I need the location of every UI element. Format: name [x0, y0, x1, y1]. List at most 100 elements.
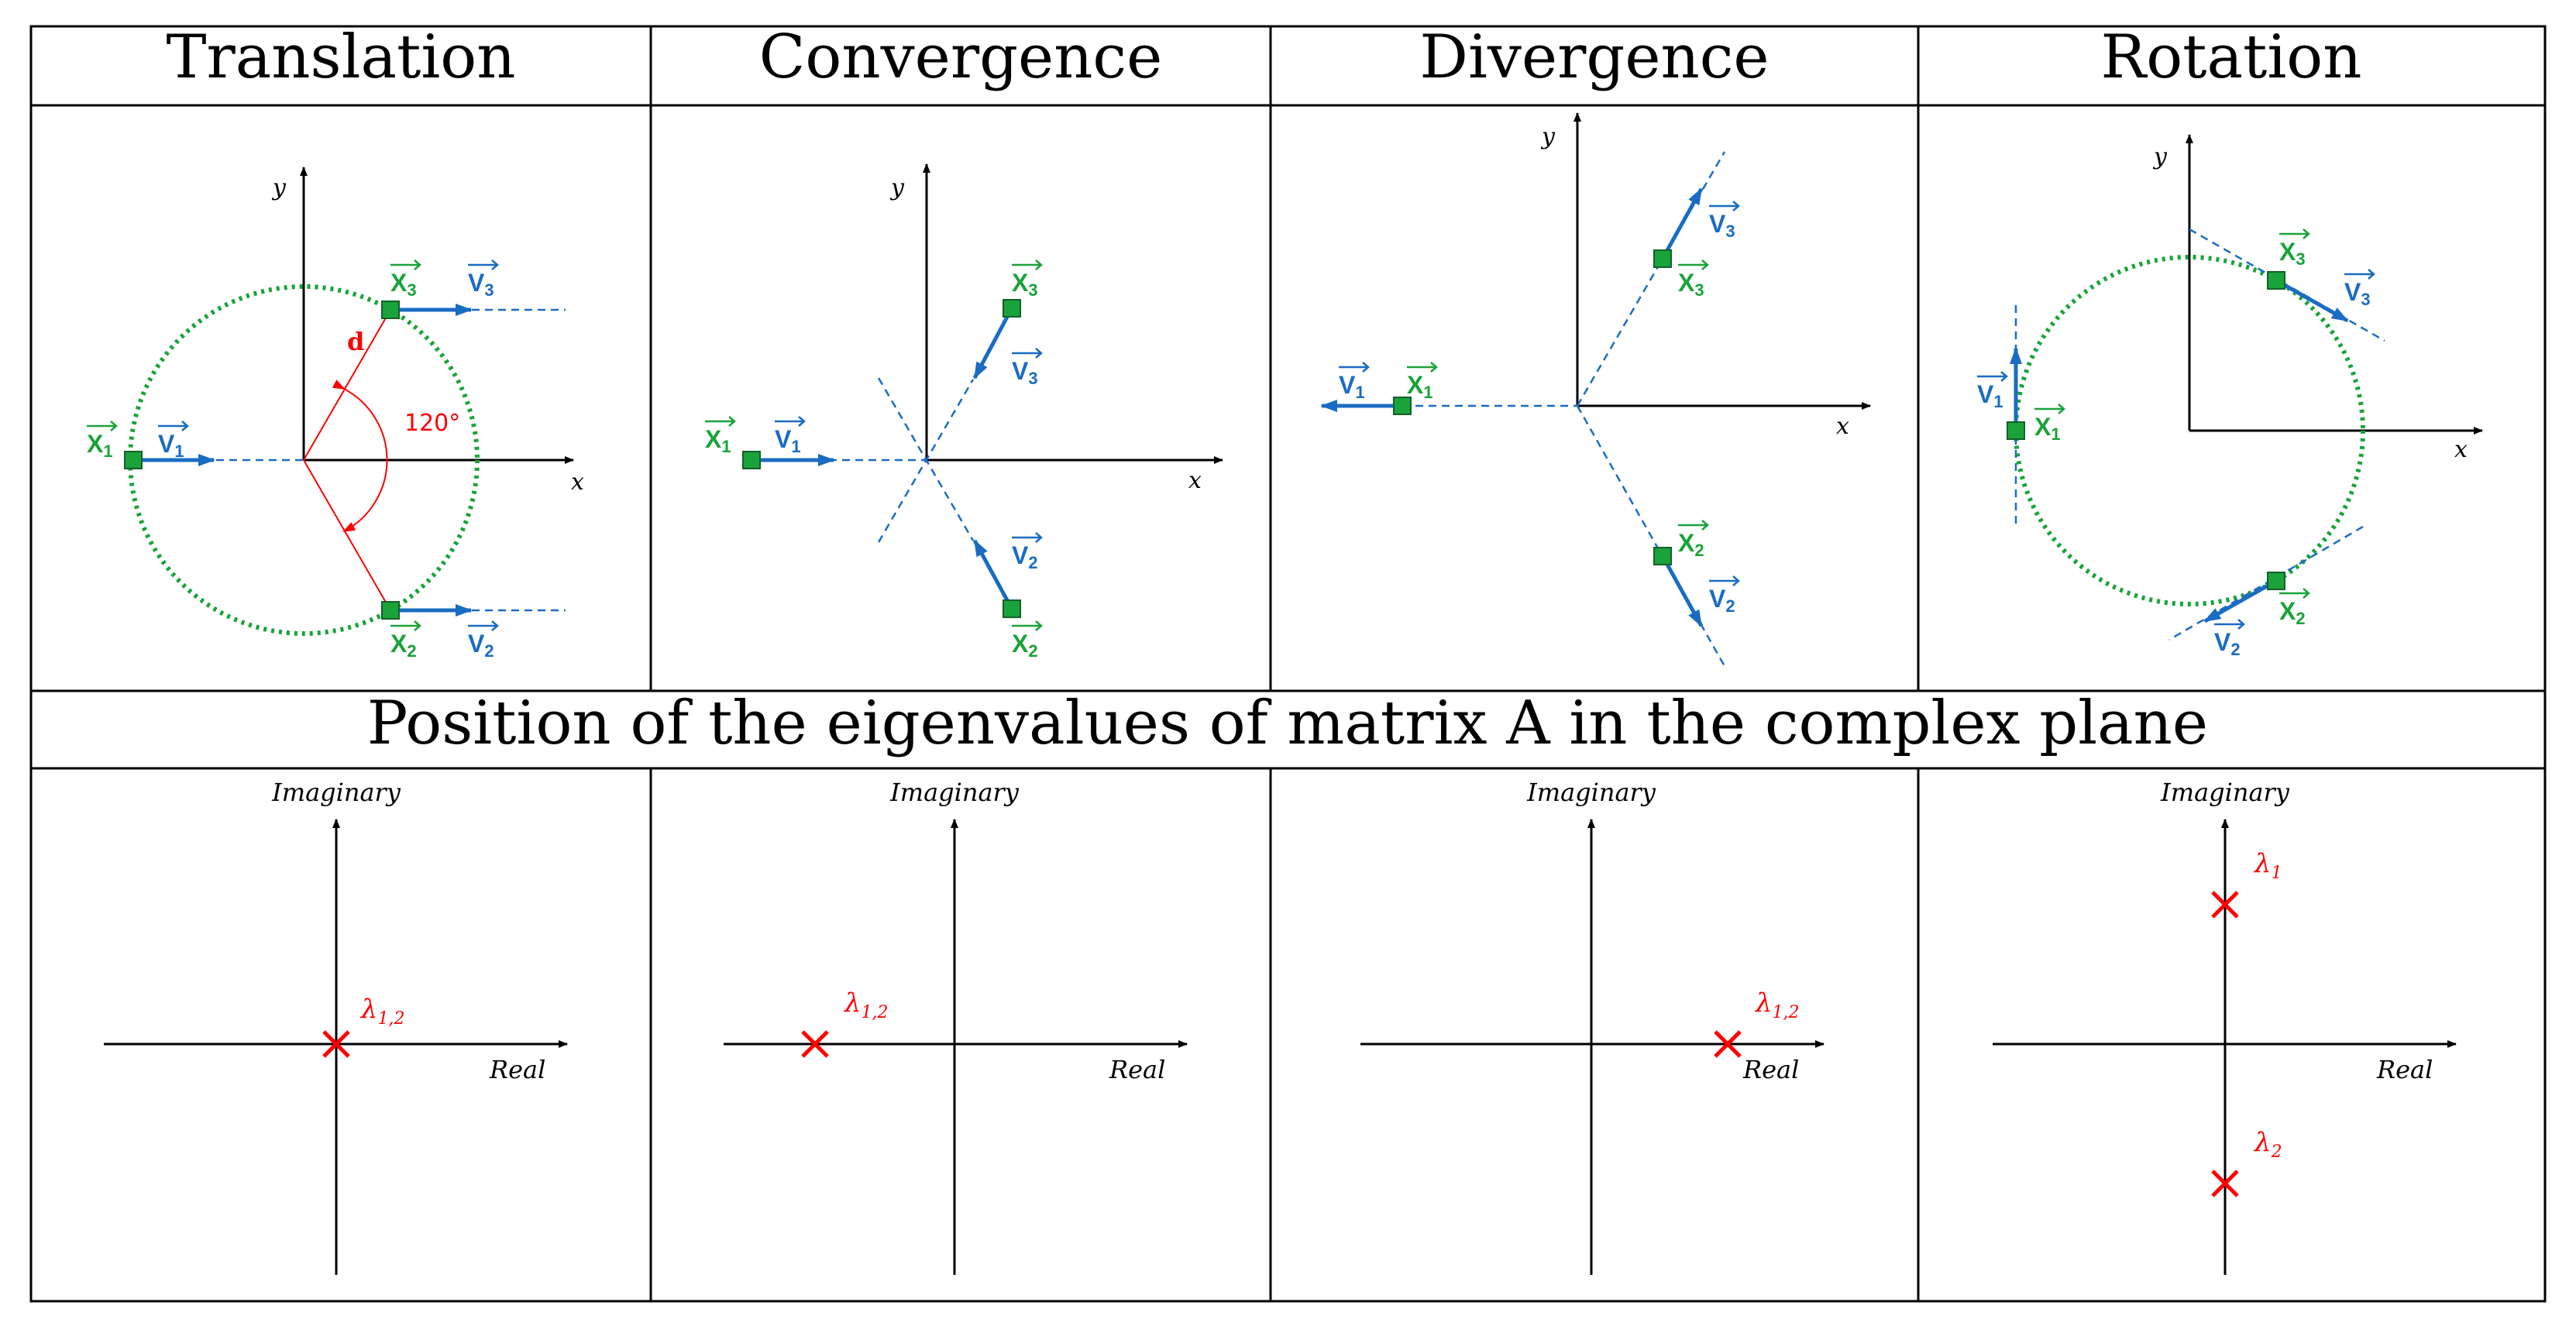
y-axis-label: y	[2152, 143, 2168, 170]
eigenvalue-translation-label: λ1,2	[359, 994, 405, 1029]
vector-over-arrow	[1407, 362, 1438, 373]
panel-convergence: x y	[742, 163, 1223, 618]
vector-over-arrow	[1678, 259, 1709, 270]
vector-over-arrow	[2279, 588, 2310, 599]
eigenvalue-rotation-1-label: λ1	[2253, 848, 2282, 883]
point-2	[1003, 599, 1021, 618]
vector-over-arrow	[468, 259, 499, 270]
complex-plane-translation: Real Imaginary	[104, 778, 568, 1275]
point-1	[1393, 397, 1412, 415]
real-label: Real	[1742, 1055, 1799, 1084]
velocity-2	[2203, 579, 2278, 623]
panel-divergence: x y	[1320, 112, 1871, 667]
x-axis-label: x	[2454, 436, 2468, 463]
complex-plane-convergence: Real Imaginary	[724, 778, 1188, 1275]
velocity-label-2: V2	[1012, 541, 1038, 572]
point-3	[2267, 271, 2285, 290]
vector-over-arrow	[2344, 269, 2375, 280]
velocity-label-1: V1	[775, 425, 801, 456]
eigenvalue-divergence-label: λ1,2	[1754, 988, 1800, 1022]
eigenvalue-markers	[322, 891, 2239, 1197]
velocity-label-2: V2	[2214, 628, 2241, 659]
velocity-2	[972, 539, 1014, 610]
point-1	[2007, 421, 2025, 440]
vector-over-arrow	[1012, 620, 1043, 631]
point-2	[1653, 547, 1672, 565]
header-rotation: Rotation	[2100, 22, 2361, 92]
middle-header: Position of the eigenvalues of matrix A …	[367, 689, 2208, 758]
position-label-3: X3	[390, 269, 417, 300]
position-label-2: X2	[1678, 529, 1704, 560]
vector-over-arrow	[705, 416, 736, 427]
position-label-1: X1	[87, 430, 113, 461]
dashed-line-3	[877, 379, 975, 543]
eigenvalue-rotation-1-marker	[2211, 891, 2239, 919]
eigenvalue-rotation-2-marker	[2211, 1170, 2239, 1197]
velocity-label-1: V1	[1339, 371, 1365, 402]
position-label-2: X2	[2279, 597, 2306, 628]
panel-translation: x y d 120°	[124, 167, 584, 636]
position-label-2: X2	[390, 630, 417, 661]
position-label-3: X3	[1678, 269, 1704, 300]
vector-over-arrow	[87, 421, 118, 431]
angle-label: 120°	[404, 410, 460, 437]
complex-plane-divergence: Real Imaginary	[1360, 778, 1825, 1275]
vector-over-arrow	[158, 421, 189, 431]
real-label: Real	[2376, 1055, 2433, 1084]
velocity-label-3: V3	[468, 269, 494, 300]
vector-over-arrow	[1678, 520, 1709, 531]
vector-over-arrow	[390, 620, 421, 631]
vector-over-arrow	[1012, 532, 1043, 543]
vector-over-arrow	[1709, 201, 1740, 211]
header-divergence: Divergence	[1419, 22, 1769, 92]
eigenvalue-divergence-marker	[1714, 1030, 1742, 1058]
angle-arc	[332, 380, 388, 532]
y-axis-label: y	[1540, 123, 1556, 150]
point-3	[1653, 249, 1672, 268]
real-label: Real	[489, 1055, 545, 1084]
velocity-label-1: V1	[1977, 380, 2003, 411]
distance-line-2	[303, 459, 391, 611]
vector-over-arrow	[1339, 362, 1370, 373]
panel-rotation: x y	[2007, 134, 2483, 641]
vector-over-arrow	[468, 620, 499, 631]
velocity-3	[1660, 187, 1704, 260]
eigenvalue-convergence-label: λ1,2	[843, 988, 889, 1022]
vector-over-arrow	[2214, 619, 2245, 630]
point-3	[1003, 299, 1021, 318]
velocity-label-2: V2	[468, 630, 494, 661]
velocity-3	[972, 307, 1014, 380]
position-label-1: X1	[705, 425, 731, 456]
velocity-label-2: V2	[1709, 585, 1735, 616]
eigenvalue-convergence-marker	[801, 1030, 829, 1058]
header-translation: Translation	[166, 22, 515, 92]
vector-over-arrow	[2034, 404, 2065, 414]
point-1	[742, 451, 761, 469]
dashed-line-2	[1576, 405, 1726, 667]
velocity-label-3: V3	[2344, 278, 2371, 309]
vector-over-arrow	[1977, 371, 2008, 382]
distance-label: d	[347, 327, 364, 356]
velocity-3	[2275, 278, 2349, 323]
vector-over-arrow	[1709, 575, 1740, 586]
imaginary-label: Imaginary	[271, 778, 401, 807]
position-label-1: X1	[1407, 371, 1433, 402]
vector-over-arrow	[775, 416, 806, 427]
eigenvalue-rotation-2-label: λ2	[2253, 1127, 2282, 1162]
vector-over-arrow	[1012, 259, 1043, 270]
position-label-3: X3	[2279, 238, 2306, 269]
vector-over-arrow	[1012, 348, 1043, 359]
position-label-2: X2	[1012, 630, 1038, 661]
imaginary-label: Imaginary	[1526, 778, 1656, 807]
vector-over-arrow	[390, 259, 421, 270]
x-axis-label: x	[571, 469, 584, 496]
point-2	[2267, 572, 2285, 590]
imaginary-label: Imaginary	[889, 778, 1020, 807]
point-3	[381, 301, 400, 319]
complex-plane-rotation: Real Imaginary	[1993, 778, 2457, 1275]
velocity-label-1: V1	[158, 430, 184, 461]
velocity-label-3: V3	[1012, 357, 1038, 388]
imaginary-label: Imaginary	[2160, 778, 2290, 807]
